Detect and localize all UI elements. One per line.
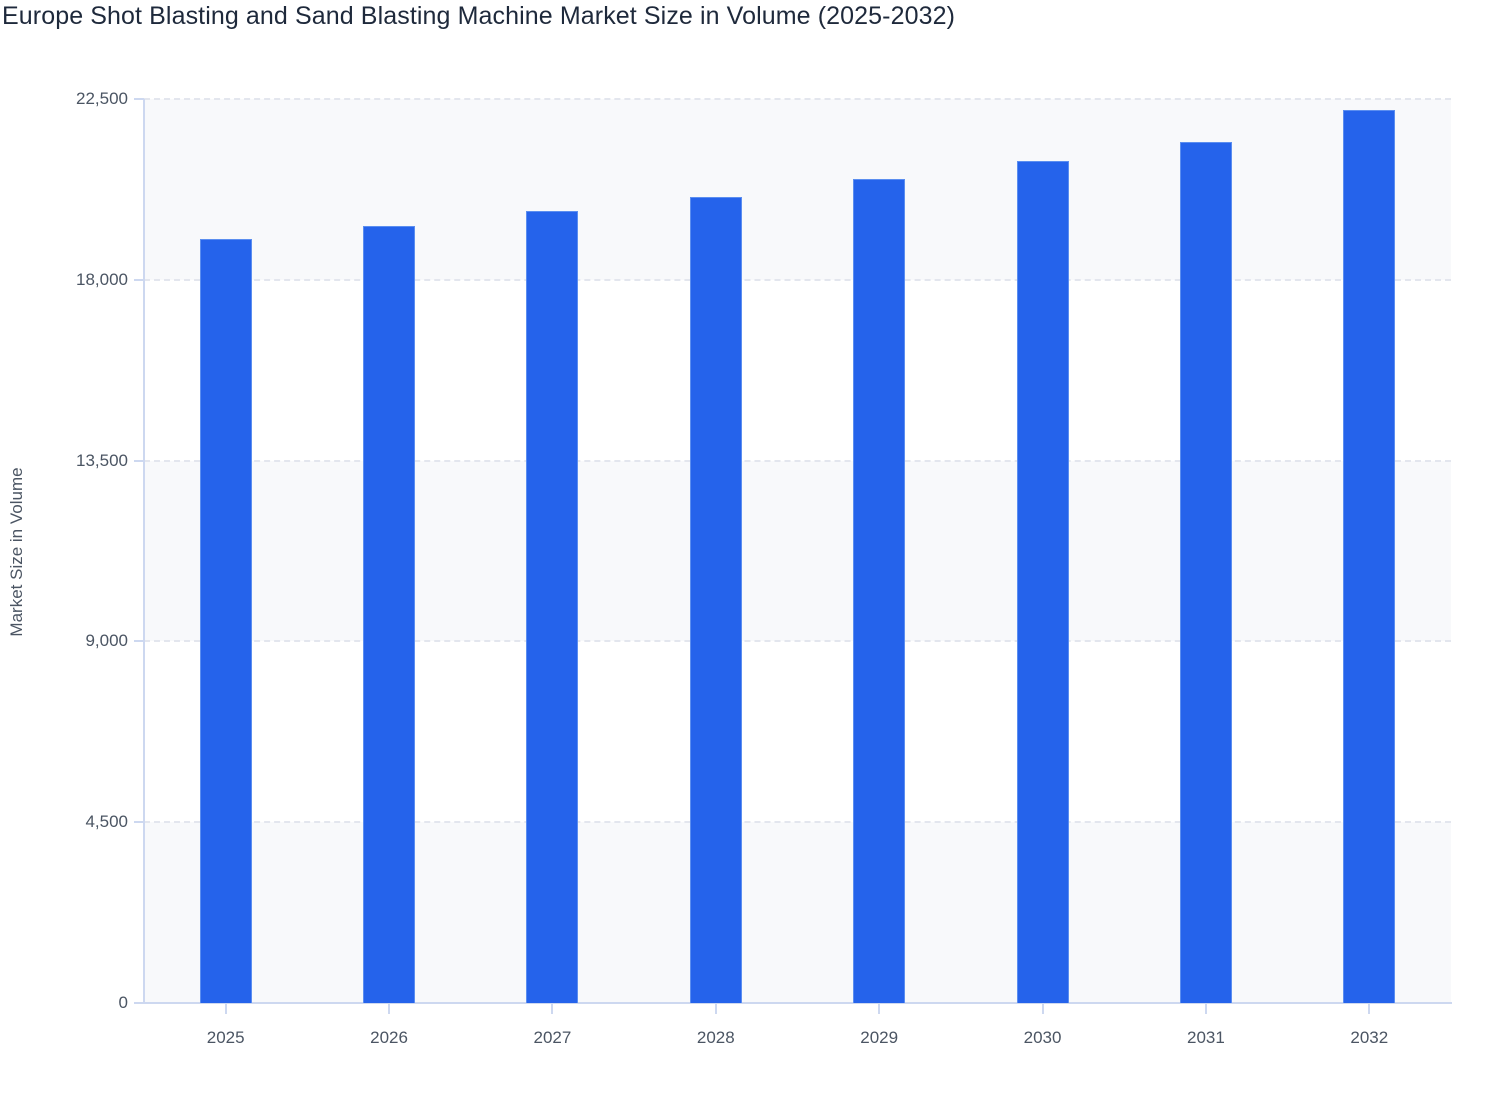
y-axis-line bbox=[143, 99, 145, 1004]
y-tick bbox=[134, 640, 144, 643]
gridline bbox=[144, 98, 1451, 100]
grid-band bbox=[144, 280, 1451, 461]
x-tick bbox=[551, 1004, 554, 1014]
bar-2031[interactable] bbox=[1179, 141, 1232, 1003]
y-tick-label: 18,000 bbox=[76, 269, 128, 289]
y-tick-label: 0 bbox=[118, 993, 128, 1012]
x-tick bbox=[224, 1004, 227, 1014]
y-tick-label: 9,000 bbox=[85, 631, 128, 651]
bar-2030[interactable] bbox=[1016, 160, 1069, 1003]
x-tick-label: 2029 bbox=[860, 1028, 899, 1047]
grid-band bbox=[144, 822, 1451, 1003]
x-tick-label: 2030 bbox=[1023, 1028, 1062, 1047]
y-tick-label: 13,500 bbox=[76, 450, 128, 470]
x-tick bbox=[1204, 1004, 1207, 1014]
x-tick-label: 2026 bbox=[370, 1028, 408, 1047]
grid-band bbox=[144, 99, 1451, 280]
y-tick-label: 4,500 bbox=[85, 812, 128, 832]
bar-2032[interactable] bbox=[1343, 109, 1396, 1003]
y-tick bbox=[134, 98, 144, 100]
y-tick bbox=[134, 278, 144, 281]
y-axis-label: Market Size in Volume bbox=[7, 467, 26, 637]
x-tick bbox=[1041, 1004, 1044, 1014]
bar-2029[interactable] bbox=[853, 178, 906, 1003]
x-tick bbox=[1368, 1004, 1371, 1014]
bar-2025[interactable] bbox=[199, 238, 252, 1003]
y-tick bbox=[134, 821, 144, 824]
gridline bbox=[144, 459, 1451, 462]
x-tick-label: 2025 bbox=[206, 1028, 245, 1047]
y-tick-label: 22,500 bbox=[76, 89, 128, 108]
chart-title: Europe Shot Blasting and Sand Blasting M… bbox=[2, 2, 956, 30]
gridline bbox=[144, 821, 1451, 824]
x-tick bbox=[714, 1004, 717, 1014]
x-tick bbox=[388, 1004, 391, 1014]
x-tick-label: 2027 bbox=[533, 1028, 572, 1047]
plot-area bbox=[144, 98, 1451, 1003]
x-tick-label: 2028 bbox=[696, 1028, 735, 1047]
bar-2026[interactable] bbox=[363, 225, 416, 1003]
x-tick bbox=[878, 1004, 881, 1014]
gridline bbox=[144, 278, 1451, 281]
bar-2027[interactable] bbox=[526, 211, 579, 1003]
y-tick bbox=[134, 1002, 144, 1004]
grid-band bbox=[144, 641, 1451, 822]
x-axis-line bbox=[134, 1002, 1452, 1004]
x-tick-label: 2031 bbox=[1187, 1028, 1225, 1047]
x-tick-label: 2032 bbox=[1350, 1028, 1389, 1047]
y-tick bbox=[134, 459, 144, 462]
grid-band bbox=[144, 460, 1451, 642]
bar-2028[interactable] bbox=[689, 197, 742, 1003]
gridline bbox=[144, 640, 1451, 643]
